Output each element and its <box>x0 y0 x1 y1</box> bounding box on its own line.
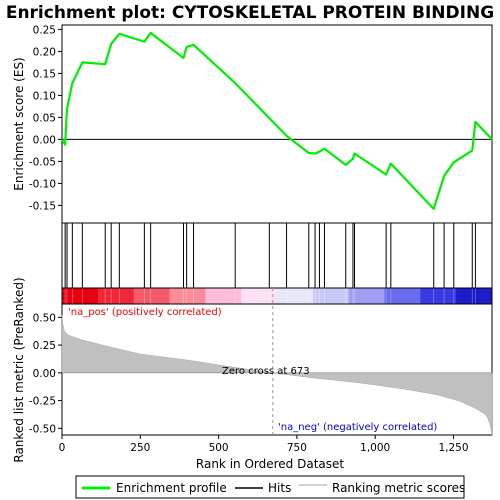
heatmap-segment <box>62 288 99 304</box>
hits-frame <box>61 222 493 289</box>
legend-label-metric: Ranking metric scores <box>332 481 465 495</box>
metric-y-tick-label: 0.00 <box>33 368 56 380</box>
es-y-tick-label: 0.00 <box>33 134 56 146</box>
chart-title: Enrichment plot: CYTOSKELETAL PROTEIN BI… <box>6 3 494 23</box>
es-y-ticks: -0.15 -0.10 -0.05 0.00 0.05 0.10 0.15 0.20 0.25 <box>29 24 62 212</box>
metric-y-tick-label: -0.50 <box>29 423 56 435</box>
heatmap-segment <box>384 288 421 304</box>
hits-markers <box>64 223 476 288</box>
rank-x-ticks: 0 250 500 750 1,000 1,250 <box>59 435 469 454</box>
legend-label-enrichment: Enrichment profile <box>116 481 227 495</box>
metric-y-tick-label: 0.50 <box>33 312 56 324</box>
heatmap-segment <box>277 288 314 304</box>
es-y-tick-label: -0.10 <box>29 178 56 190</box>
rank-x-tick-label: 250 <box>130 442 150 454</box>
ranking-metric-area <box>61 315 493 436</box>
rank-x-tick-label: 500 <box>209 442 229 454</box>
heatmap-segment <box>169 288 206 304</box>
heatmap-segment <box>133 288 170 304</box>
heatmap-segment <box>456 288 493 304</box>
metric-y-tick-label: 0.25 <box>33 340 56 352</box>
legend-box <box>75 475 465 499</box>
zero-cross-label: Zero cross at 673 <box>222 366 310 377</box>
metric-y-tick-label: -0.25 <box>29 396 56 408</box>
heatmap-segment <box>97 288 135 304</box>
heatmap-segment <box>312 288 350 304</box>
es-plot-frame <box>61 24 493 224</box>
heatmap-segment <box>420 288 457 304</box>
legend-label-hits: Hits <box>268 481 291 495</box>
es-y-tick-label: 0.10 <box>33 90 56 102</box>
es-curve-group <box>61 31 493 210</box>
metric-area-group <box>61 288 493 436</box>
metric-y-ticks: -0.50 -0.25 0.00 0.25 0.50 <box>29 312 62 435</box>
es-y-tick-label: 0.20 <box>33 46 56 58</box>
es-y-tick-label: 0.25 <box>33 24 56 36</box>
es-y-axis-label: Enrichment score (ES) <box>12 57 26 190</box>
es-y-tick-label: -0.05 <box>29 156 56 168</box>
heatmap-segment <box>241 288 278 304</box>
rank-x-axis-label: Rank in Ordered Dataset <box>196 457 344 471</box>
metric-y-axis-label: Ranked list metric (PreRanked) <box>12 277 26 462</box>
rank-x-tick-label: 0 <box>59 442 66 454</box>
es-y-tick-label: 0.15 <box>33 68 56 80</box>
rank-x-tick-label: 1,000 <box>360 442 390 454</box>
neg-correlated-label: 'na_neg' (negatively correlated) <box>278 422 437 433</box>
es-y-tick-label: 0.05 <box>33 112 56 124</box>
es-y-tick-label: -0.15 <box>29 200 56 212</box>
rank-heatmap-bar <box>62 288 493 304</box>
legend: Enrichment profile Hits Ranking metric s… <box>75 475 465 499</box>
pos-correlated-label: 'na_pos' (positively correlated) <box>68 307 222 318</box>
rank-x-tick-label: 1,250 <box>438 442 468 454</box>
enrichment-profile-line <box>61 31 493 210</box>
heatmap-segment <box>348 288 385 304</box>
rank-x-tick-label: 750 <box>287 442 307 454</box>
heatmap-segment <box>205 288 242 304</box>
